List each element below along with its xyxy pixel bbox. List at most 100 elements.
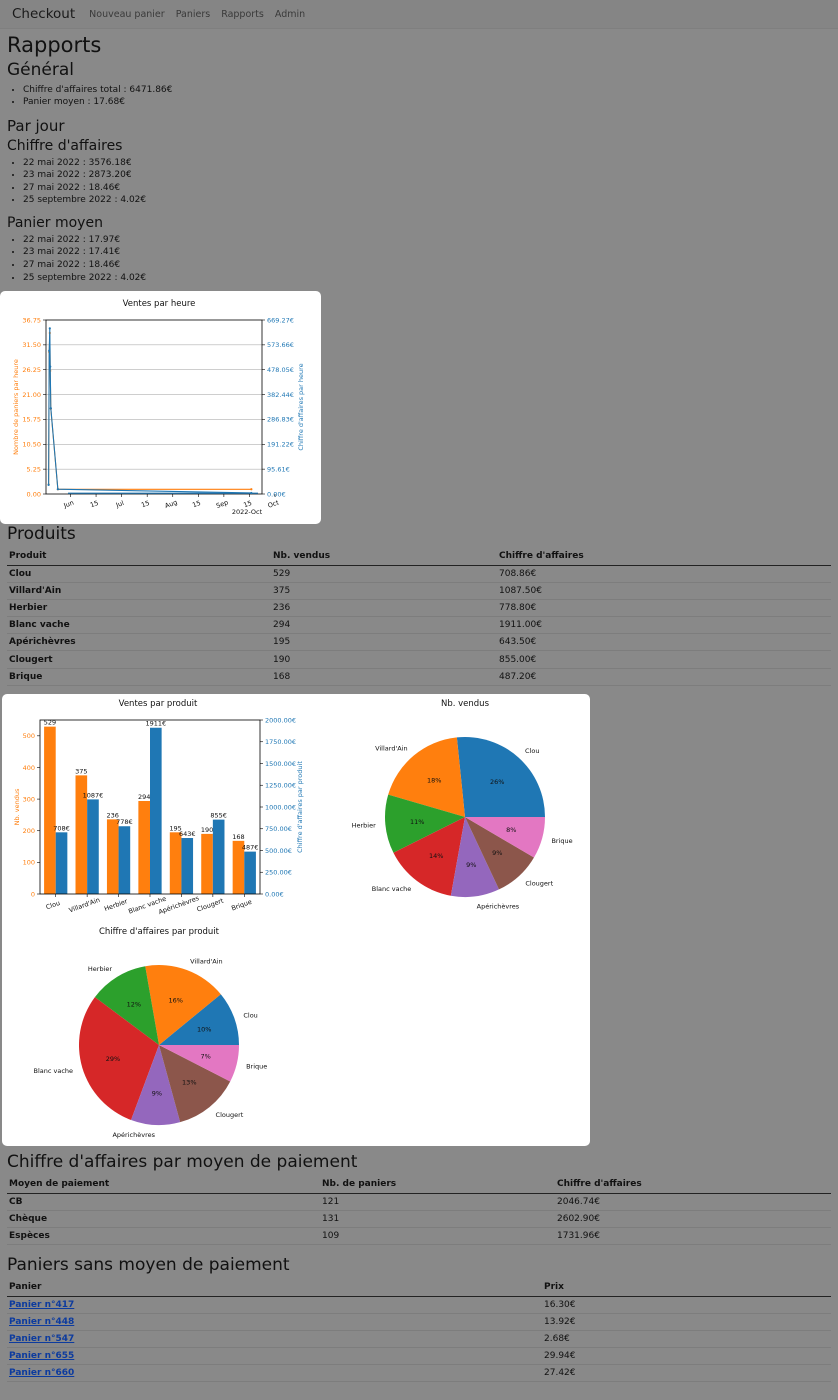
nav-link-nouveau-panier[interactable]: Nouveau panier: [89, 8, 165, 20]
x-tick-label: Brique: [230, 898, 253, 913]
cart-link[interactable]: Panier n°660: [9, 1368, 75, 1379]
pie-label: Clou: [243, 1011, 257, 1019]
main-content: Rapports Général Chiffre d'affaires tota…: [0, 33, 838, 284]
payment-title: Chiffre d'affaires par moyen de paiement: [7, 1152, 358, 1172]
pie-slice: [465, 817, 534, 890]
table-cell: 1731.96€: [555, 1227, 831, 1246]
y-tick-label: 300: [23, 795, 35, 803]
column-header-sold[interactable]: Nb. vendus: [271, 548, 497, 566]
hourly-sales-figure: Ventes par heure 0.00 0.00€ 5.25 95.61€ 10.50…: [0, 291, 321, 524]
cart-link[interactable]: Panier n°655: [9, 1351, 75, 1362]
y2-axis-label: Chiffre d'affaires par heure: [297, 363, 305, 450]
bar: [212, 819, 225, 894]
nav-link-rapports[interactable]: Rapports: [221, 8, 264, 20]
pie-label: Apérichèvres: [112, 1131, 155, 1139]
chart-title: Ventes par produit: [119, 699, 198, 709]
bar-value-label: 487€: [242, 844, 259, 852]
pie-pct-label: 13%: [182, 1079, 196, 1087]
y-tick-label: 5.25: [27, 465, 41, 473]
pie-label: Brique: [246, 1062, 267, 1070]
table-row: Panier n°655 29.94€: [7, 1347, 831, 1366]
bar-value-label: 778€: [116, 818, 133, 826]
table-cell: 2.68€: [542, 1330, 831, 1349]
column-header-payment-revenue[interactable]: Chiffre d'affaires: [555, 1176, 831, 1194]
unpaid-table: Panier Prix Panier n°417 16.30€ Panier n°4…: [7, 1279, 831, 1383]
products-title: Produits: [7, 524, 76, 544]
pie-slice: [159, 1045, 231, 1123]
column-header-revenue[interactable]: Chiffre d'affaires: [497, 548, 831, 566]
hourly-sales-chart: Ventes par heure 0.00 0.00€ 5.25 95.61€ 10.50…: [12, 299, 305, 516]
y-tick-label: 0.00: [27, 490, 41, 498]
x-tick-label: Herbier: [103, 897, 129, 913]
column-header-price[interactable]: Prix: [542, 1279, 831, 1297]
x-tick-label: 15: [191, 499, 202, 509]
pie-slice: [94, 966, 159, 1045]
nav-link-admin[interactable]: Admin: [274, 8, 306, 20]
cart-link[interactable]: Panier n°547: [9, 1333, 75, 1344]
pie-pct-label: 26%: [490, 778, 504, 786]
pie-pct-label: 12%: [127, 1001, 141, 1009]
pie-pct-label: 16%: [168, 996, 182, 1004]
x-tick-label: Jun: [62, 499, 75, 510]
pie-label: Clougert: [525, 880, 553, 888]
table-cell: 168: [271, 668, 497, 686]
table-cell: CB: [7, 1193, 320, 1211]
list-item: 27 mai 2022 : 18.46€: [23, 182, 831, 195]
bar-value-label: 708€: [53, 824, 70, 832]
list-item: 23 mai 2022 : 2873.20€: [23, 169, 831, 182]
pie-pct-label: 10%: [197, 1025, 211, 1033]
x-tick-label: Clougert: [196, 896, 225, 913]
column-header-cart[interactable]: Panier: [7, 1279, 542, 1297]
cart-link[interactable]: Panier n°448: [9, 1316, 75, 1327]
products-charts: Ventes par produit 0 100 200 300 400 500 0.00€ 2…: [13, 699, 573, 1139]
pie-slice: [388, 737, 465, 817]
per-day-revenue-title: Chiffre d'affaires: [7, 137, 123, 154]
y2-tick-label: 1500.00€: [265, 760, 296, 768]
bar: [106, 819, 119, 894]
bar: [169, 832, 182, 894]
bar: [55, 832, 68, 894]
y-tick-label: 100: [23, 859, 35, 867]
payment-table: Moyen de paiement Nb. de paniers Chiffre…: [7, 1176, 831, 1246]
table-cell: 487.20€: [497, 668, 831, 686]
pie-slice: [159, 994, 240, 1045]
cart-link[interactable]: Panier n°417: [9, 1299, 75, 1310]
pie-slice: [78, 997, 159, 1120]
y2-tick-label: 2000.00€: [265, 716, 296, 724]
table-row: Apérichèvres 195 643.50€: [7, 633, 831, 652]
y2-tick-label: 95.61€: [267, 465, 290, 473]
pie-label: Brique: [551, 837, 572, 845]
pie-slice: [450, 817, 499, 897]
pie-pct-label: 7%: [201, 1053, 211, 1061]
y2-tick-label: 1750.00€: [265, 738, 296, 746]
bar: [181, 838, 194, 894]
bar-value-label: 529: [44, 719, 56, 727]
bar-value-label: 190: [201, 826, 213, 834]
nav-link-paniers[interactable]: Paniers: [175, 8, 211, 20]
y-axis-label: Nombre de paniers par heure: [12, 359, 20, 455]
column-header-product[interactable]: Produit: [7, 548, 271, 566]
table-row: Espèces 109 1731.96€: [7, 1227, 831, 1246]
bar: [75, 775, 88, 894]
y2-tick-label: 478.05€: [267, 366, 294, 374]
column-header-cart-count[interactable]: Nb. de paniers: [320, 1176, 555, 1194]
bar-value-label: 855€: [210, 812, 227, 820]
y2-tick-label: 0.00€: [265, 890, 284, 898]
y-tick-label: 0: [31, 890, 35, 898]
brand[interactable]: Checkout: [12, 6, 76, 22]
table-cell: Panier n°448: [7, 1313, 542, 1331]
table-cell: Panier n°655: [7, 1347, 542, 1366]
table-cell: 2602.90€: [555, 1210, 831, 1228]
pie-slice: [465, 817, 545, 858]
bar-value-label: 375: [75, 767, 87, 775]
table-cell: Clou: [7, 565, 271, 583]
table-cell: 294: [271, 616, 497, 635]
products-figure: Ventes par produit 0 100 200 300 400 500 0.00€ 2…: [2, 694, 590, 1146]
bar-value-label: 236: [107, 811, 119, 819]
table-cell: 529: [271, 565, 497, 583]
table-row: Blanc vache 294 1911.00€: [7, 616, 831, 635]
pie-label: Apérichèvres: [477, 902, 520, 910]
table-row: Brique 168 487.20€: [7, 668, 831, 686]
column-header-payment-method[interactable]: Moyen de paiement: [7, 1176, 320, 1194]
data-point: [49, 365, 52, 368]
